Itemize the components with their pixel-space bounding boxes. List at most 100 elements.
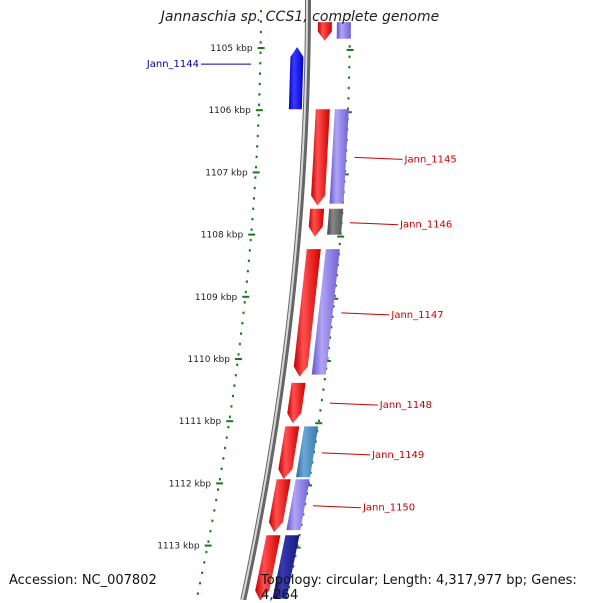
scale-dot bbox=[317, 419, 320, 422]
scale-dot bbox=[323, 378, 326, 381]
scale-dot bbox=[254, 176, 257, 179]
gene-forward-arrow bbox=[268, 479, 291, 533]
gene-label: Jann_1145 bbox=[404, 154, 457, 165]
scale-dot bbox=[331, 315, 334, 318]
scale-dot bbox=[348, 66, 351, 69]
genes-layer bbox=[255, 22, 351, 600]
scale-dot bbox=[319, 409, 322, 412]
scale-tick bbox=[341, 173, 349, 176]
gene-cog-box bbox=[327, 208, 344, 235]
scale-dot bbox=[347, 107, 350, 110]
scale-dot bbox=[255, 155, 258, 158]
scale-dot bbox=[259, 62, 262, 65]
scale-dot bbox=[259, 30, 262, 34]
gene-label: Jann_1150 bbox=[362, 503, 415, 514]
scale-dot bbox=[251, 218, 254, 221]
scale-dot bbox=[209, 530, 212, 533]
scale-tick bbox=[234, 358, 242, 360]
gene-forward-arrow bbox=[287, 382, 306, 424]
scale-dot bbox=[290, 575, 293, 578]
scale-dot bbox=[213, 509, 216, 512]
scale-tick bbox=[337, 235, 345, 238]
scale-dot bbox=[227, 426, 230, 429]
scale-dot bbox=[215, 498, 218, 502]
scale-dot bbox=[199, 582, 202, 585]
scale-dot bbox=[329, 336, 332, 339]
scale-dot bbox=[332, 305, 335, 308]
scale-dot bbox=[218, 478, 221, 481]
scale-dot bbox=[347, 86, 350, 90]
scale-tick bbox=[315, 422, 323, 425]
gene-forward-arrow bbox=[278, 426, 300, 480]
scale-tick bbox=[293, 546, 301, 549]
scale-dot bbox=[306, 492, 309, 495]
scale-dot bbox=[238, 342, 241, 346]
scale-dot bbox=[257, 114, 260, 117]
scale-dot bbox=[228, 415, 231, 418]
gene-label-leader bbox=[329, 402, 378, 406]
scale-tick bbox=[216, 482, 224, 485]
scale-dot bbox=[347, 97, 350, 100]
scale-dot bbox=[300, 523, 303, 526]
scale-dot bbox=[196, 592, 199, 595]
scale-dot bbox=[259, 10, 262, 13]
scale-dot bbox=[296, 544, 299, 547]
accession-text: Accession: NC_007802 bbox=[9, 573, 157, 588]
scale-dot bbox=[231, 394, 234, 398]
gene-label-leader bbox=[354, 156, 403, 160]
scale-dot bbox=[207, 540, 210, 543]
scale-label: 1113 kbp bbox=[157, 542, 200, 552]
scale-tick bbox=[255, 109, 263, 112]
scale-dot bbox=[292, 565, 295, 568]
scale-dot bbox=[259, 20, 262, 23]
gene-cog-box bbox=[336, 22, 351, 39]
gene-forward-arrow bbox=[311, 109, 330, 206]
scale-dot bbox=[333, 294, 336, 298]
scale-dot bbox=[246, 270, 249, 273]
scale-dot bbox=[248, 249, 251, 252]
scale-tick bbox=[252, 171, 260, 174]
scale-dot bbox=[220, 467, 223, 470]
gene-reverse-arrow bbox=[288, 47, 304, 110]
scale-dot bbox=[348, 45, 351, 48]
scale-dot bbox=[205, 550, 208, 554]
scale-tick bbox=[305, 484, 313, 487]
gene-cog-box bbox=[311, 249, 340, 375]
scale-dot bbox=[338, 242, 341, 246]
gene-cog-box bbox=[286, 479, 310, 531]
gene-forward-arrow bbox=[308, 208, 325, 237]
gene-label-leader bbox=[312, 505, 361, 509]
scale-dot bbox=[255, 166, 258, 169]
scale-dot bbox=[259, 51, 262, 54]
scale-dot bbox=[203, 561, 206, 564]
gene-cog-box bbox=[329, 109, 349, 204]
gene-forward-arrow bbox=[255, 535, 281, 600]
genome-stats-text: Topology: circular; Length: 4,317,977 bp… bbox=[261, 573, 577, 603]
scale-label: 1111 kbp bbox=[179, 417, 222, 427]
scale-dot bbox=[256, 134, 259, 138]
scale-dot bbox=[249, 238, 252, 242]
scale-tick bbox=[242, 295, 250, 298]
gene-label: Jann_1147 bbox=[390, 310, 443, 321]
scale-tick bbox=[257, 47, 265, 49]
scale-dot bbox=[257, 124, 260, 127]
scale-dot bbox=[217, 488, 220, 491]
scale-dot bbox=[233, 384, 236, 387]
gene-label: Jann_1144 bbox=[146, 59, 199, 70]
scale-label: 1107 kbp bbox=[205, 168, 248, 178]
scale-dot bbox=[240, 332, 243, 335]
scale-dot bbox=[241, 322, 244, 325]
scale-dot bbox=[258, 93, 261, 96]
tracks-layer bbox=[240, 0, 311, 600]
scale-dot bbox=[201, 571, 204, 574]
scale-dot bbox=[285, 596, 288, 599]
scale-dot bbox=[250, 228, 253, 231]
scale-dot bbox=[348, 14, 351, 17]
scale-tick bbox=[226, 420, 234, 423]
gene-label: Jann_1148 bbox=[379, 400, 432, 411]
gene-forward-arrow bbox=[317, 22, 332, 41]
scale-dot bbox=[304, 502, 307, 506]
scale-dot bbox=[242, 311, 245, 314]
scale-dot bbox=[253, 197, 256, 200]
